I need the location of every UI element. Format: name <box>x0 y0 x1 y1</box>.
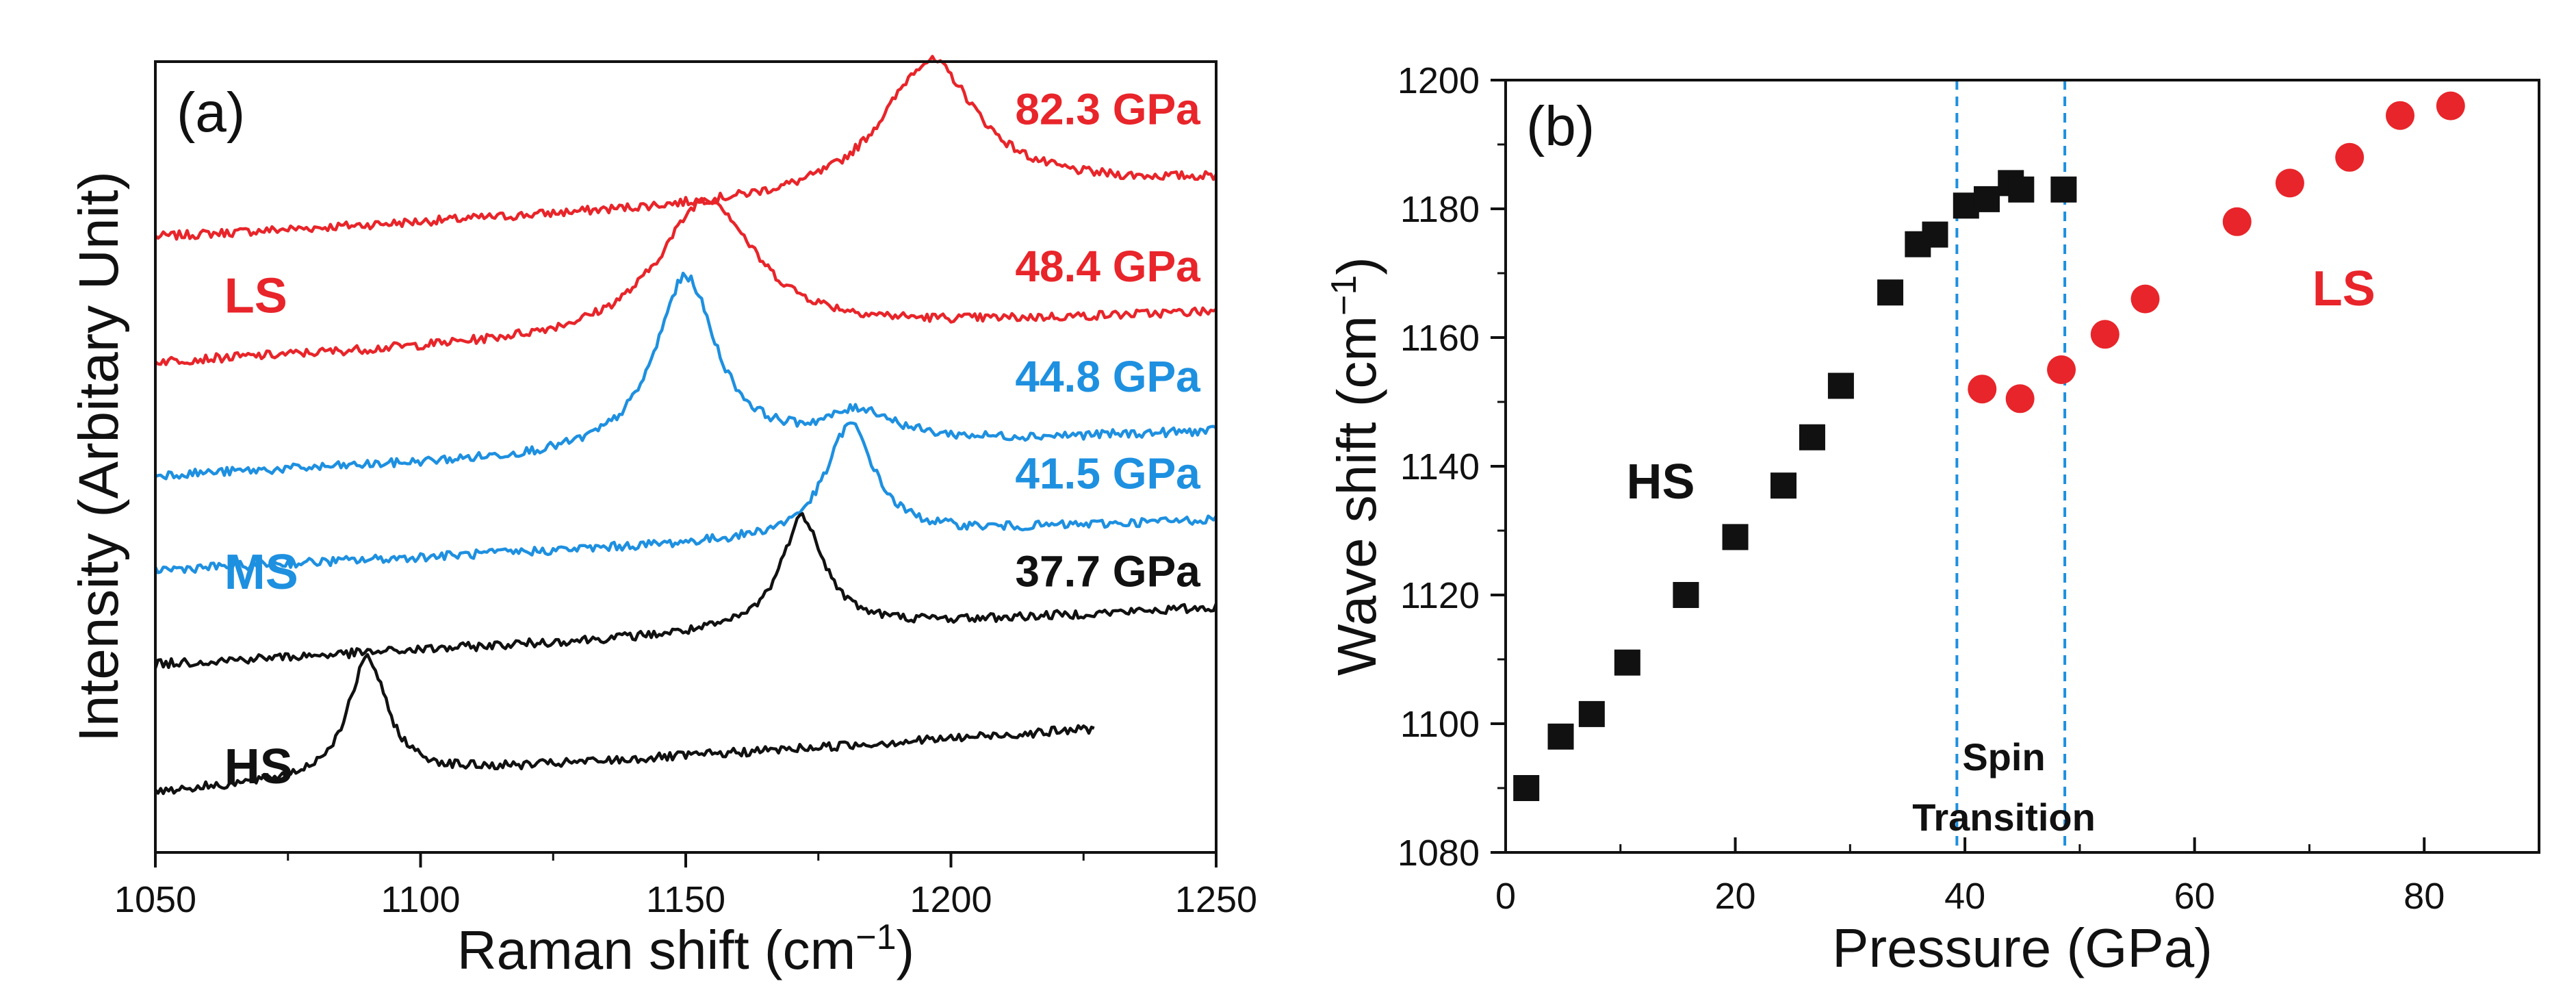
y-tick-label-1160: 1160 <box>1400 318 1480 359</box>
panel-b-y-label: Wave shift (cm−1) <box>1324 257 1387 676</box>
x-tick-label-1150: 1150 <box>646 879 725 920</box>
series-label-37-7-gpa: 37.7 GPa <box>1015 546 1200 596</box>
point-hs <box>1578 700 1605 727</box>
point-ls <box>2005 384 2035 414</box>
x-tick-label-1200: 1200 <box>910 879 992 920</box>
point-hs <box>1922 221 1948 248</box>
state-label-hs: HS <box>224 739 293 794</box>
point-hs <box>1973 186 2000 212</box>
x-tick-label-1100: 1100 <box>381 879 460 920</box>
point-hs <box>1827 372 1854 399</box>
point-ls <box>2090 320 2120 349</box>
point-hs <box>1614 649 1640 676</box>
spin-transition-lines <box>1955 80 2067 852</box>
x-tick-label-1050: 1050 <box>114 879 196 920</box>
x-tick-label-80: 80 <box>2404 876 2445 917</box>
spectrum-48-4-gpa <box>154 197 1218 366</box>
y-tick-label-1200: 1200 <box>1398 60 1480 101</box>
panel-a-y-label: Intensity (Arbitary Unit) <box>68 171 130 742</box>
panel-a-spectra <box>153 55 1218 796</box>
point-hs <box>1877 279 1904 306</box>
series-label-41-5-gpa: 41.5 GPa <box>1015 448 1200 498</box>
spectrum-41-5-gpa <box>153 421 1218 574</box>
point-hs <box>1722 524 1749 550</box>
point-hs <box>1513 775 1540 801</box>
point-hs <box>1547 723 1574 750</box>
point-hs <box>1799 424 1825 451</box>
series-label-82-3-gpa: 82.3 GPa <box>1015 85 1200 134</box>
point-ls <box>2047 355 2076 384</box>
panel-a-x-label: Raman shift (cm−1) <box>457 917 914 980</box>
point-ls <box>2436 91 2465 121</box>
spin-transition-label-line1: Spin <box>1962 735 2045 778</box>
spectrum-hs-baseline <box>154 652 1095 796</box>
x-tick-label-40: 40 <box>1944 876 1985 917</box>
panel-a: (a) 82.3 GPa 48.4 GPa 44.8 GPa 41.5 GPa 37.7… <box>68 55 1257 980</box>
panel-b-x-axis: 0 20 40 60 80 <box>1495 837 2445 917</box>
point-ls <box>2222 207 2252 236</box>
y-tick-label-1080: 1080 <box>1398 833 1480 874</box>
x-tick-label-0: 0 <box>1495 876 1516 917</box>
spectrum-82-3-gpa <box>154 55 1218 241</box>
x-tick-label-60: 60 <box>2174 876 2215 917</box>
panel-b-points <box>1513 91 2465 801</box>
spin-transition-label-line2: Transition <box>1912 796 2096 839</box>
region-label-hs: HS <box>1626 455 1695 509</box>
y-tick-label-1100: 1100 <box>1400 704 1480 745</box>
point-ls <box>2335 142 2365 172</box>
panel-a-labels: 82.3 GPa 48.4 GPa 44.8 GPa 41.5 GPa 37.7 GPa… <box>224 85 1200 794</box>
point-ls <box>2385 101 2414 130</box>
region-label-ls: LS <box>2313 262 2375 316</box>
panel-b-y-axis: 1080 1100 1120 1140 1160 1180 1200 <box>1398 60 1506 874</box>
state-label-ms: MS <box>224 545 298 600</box>
point-hs <box>1770 472 1797 499</box>
point-hs <box>1673 582 1699 608</box>
point-hs <box>2008 176 2035 203</box>
panel-b: 0 20 40 60 80 1080 1100 1120 1140 1160 1180 1200 (… <box>1324 60 2540 978</box>
x-tick-label-20: 20 <box>1715 876 1756 917</box>
point-ls <box>2275 168 2304 198</box>
y-tick-label-1140: 1140 <box>1400 446 1480 487</box>
state-label-ls: LS <box>224 269 287 324</box>
spectrum-44-8-gpa <box>155 271 1218 481</box>
panel-b-labels: HS LS <box>1626 262 2375 509</box>
spectrum-37-7-gpa <box>153 511 1218 670</box>
panel-a-x-axis: 1050 1100 1150 1200 1250 <box>114 852 1257 920</box>
panel-b-x-label: Pressure (GPa) <box>1832 917 2213 978</box>
panel-a-tag: (a) <box>177 81 245 144</box>
point-ls <box>1968 375 1997 404</box>
series-label-48-4-gpa: 48.4 GPa <box>1015 242 1200 291</box>
point-hs <box>2050 176 2077 203</box>
x-tick-label-1250: 1250 <box>1175 879 1257 920</box>
point-ls <box>2130 284 2160 314</box>
y-tick-label-1180: 1180 <box>1400 189 1480 230</box>
panel-b-tag: (b) <box>1526 95 1595 157</box>
series-label-44-8-gpa: 44.8 GPa <box>1015 352 1200 401</box>
y-tick-label-1120: 1120 <box>1400 575 1480 616</box>
